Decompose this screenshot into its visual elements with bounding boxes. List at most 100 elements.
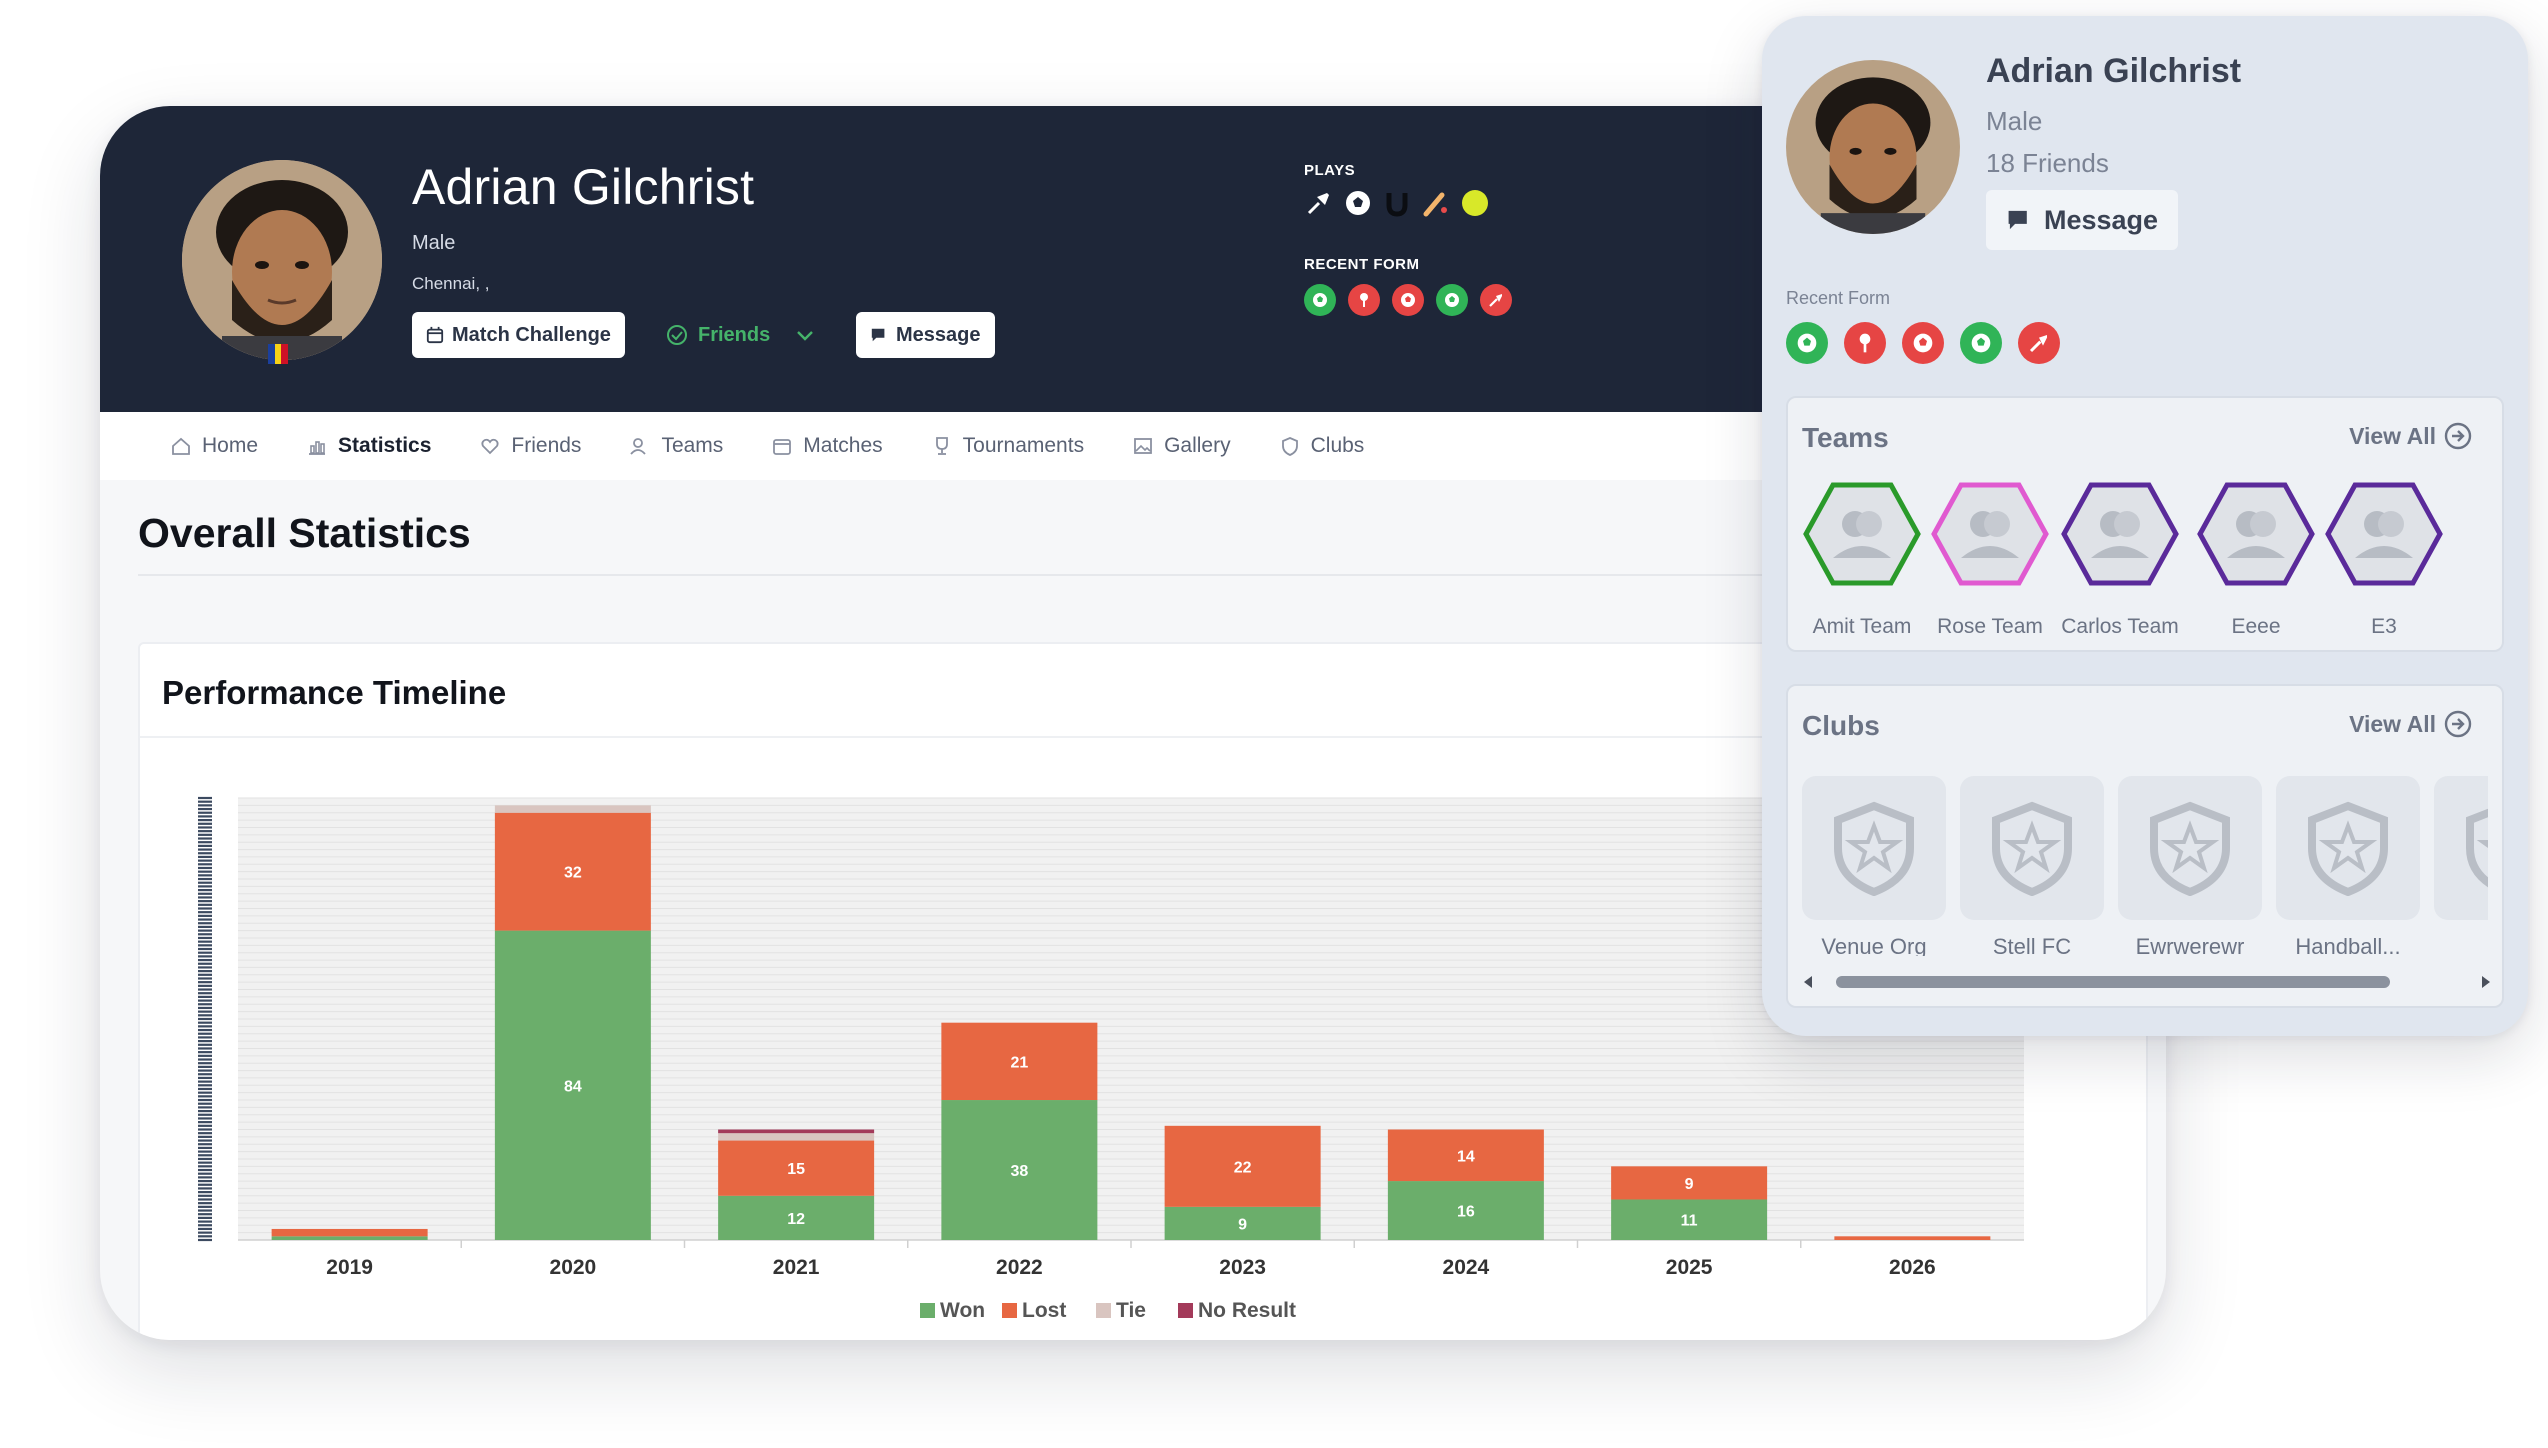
popup-message-button[interactable]: Message — [1986, 190, 2179, 250]
form-win-icon[interactable] — [1304, 284, 1336, 316]
form-loss-icon[interactable] — [1844, 322, 1886, 364]
clubs-scrollbar[interactable] — [1802, 972, 2492, 992]
cricket-icon — [1421, 188, 1451, 218]
popup-recent-form-row — [1786, 322, 2060, 364]
divider — [138, 574, 2148, 576]
legend-label: Lost — [1022, 1299, 1066, 1322]
tab-matches[interactable]: Matches — [771, 434, 883, 458]
data-label: 9 — [1685, 1176, 1694, 1193]
message-label: Message — [896, 323, 981, 346]
bar-won — [1611, 1199, 1768, 1240]
club-name: Venue Org — [1821, 934, 1927, 956]
club-item[interactable]: Stell FC — [1960, 776, 2104, 956]
club-shield-icon — [2150, 801, 2230, 896]
data-label: 16 — [1457, 1204, 1475, 1221]
team-item[interactable]: Eeee — [2196, 482, 2316, 639]
match-challenge-button[interactable]: Match Challenge — [412, 312, 625, 358]
tennis-ball-icon — [1460, 188, 1490, 218]
tab-label: Clubs — [1310, 434, 1365, 457]
form-win-icon[interactable] — [1960, 322, 2002, 364]
legend-swatch — [1096, 1303, 1111, 1318]
form-loss-icon[interactable] — [1348, 284, 1380, 316]
team-avatar-icon — [2061, 482, 2179, 586]
arrow-right-circle-icon — [2444, 710, 2472, 738]
scroll-thumb[interactable] — [1836, 976, 2390, 988]
club-name: Ew — [2434, 934, 2488, 956]
bar-won — [271, 1236, 428, 1240]
team-name: Eeee — [2231, 615, 2281, 638]
team-name: Amit Team — [1812, 615, 1912, 638]
avatar[interactable] — [182, 160, 382, 360]
popup-recent-form-label: Recent Form — [1786, 288, 1891, 308]
message-button[interactable]: Message — [856, 312, 995, 358]
team-item[interactable]: Rose Team — [1930, 482, 2050, 639]
bar-tie — [494, 805, 651, 813]
form-win-icon[interactable] — [1436, 284, 1468, 316]
chat-icon — [2008, 210, 2027, 230]
friends-label: Friends — [698, 323, 771, 346]
x-tick-label: 2023 — [1219, 1256, 1266, 1279]
trophy-icon — [935, 437, 948, 455]
data-label: 21 — [1010, 1054, 1028, 1071]
form-win-icon[interactable] — [1786, 322, 1828, 364]
club-item[interactable]: Ewrwerewr — [2118, 776, 2262, 956]
tab-teams[interactable]: Teams — [629, 434, 723, 458]
club-shield-icon — [2308, 801, 2388, 896]
bar-won — [494, 930, 651, 1240]
form-loss-icon[interactable] — [1392, 284, 1424, 316]
team-item[interactable]: Carlos Team — [2060, 482, 2180, 639]
team-item[interactable]: E3 — [2324, 482, 2444, 639]
team-avatar-icon — [1803, 482, 1921, 586]
tab-gallery[interactable]: Gallery — [1132, 434, 1231, 458]
tab-label: Teams — [661, 434, 724, 457]
tab-friends[interactable]: Friends — [479, 434, 581, 458]
page-title: Overall Statistics — [138, 510, 471, 556]
bar-lost — [1387, 1129, 1544, 1182]
tab-clubs[interactable]: Clubs — [1279, 434, 1365, 458]
check-circle-icon — [667, 325, 687, 345]
scroll-right-icon[interactable] — [2480, 975, 2492, 989]
data-label: 12 — [787, 1211, 805, 1228]
club-item[interactable]: Ew — [2434, 776, 2488, 956]
recent-form-row — [1304, 284, 1512, 316]
friends-dropdown[interactable]: Friends — [666, 312, 816, 358]
image-icon — [1134, 438, 1152, 454]
teams-section: Teams View All Amit Team Rose Team Carlos … — [1786, 396, 2504, 652]
club-item[interactable]: Handball... — [2276, 776, 2420, 956]
profile-location: Chennai, , — [412, 274, 490, 293]
form-loss-icon[interactable] — [1902, 322, 1944, 364]
tab-label: Home — [202, 434, 259, 457]
data-label: 9 — [1238, 1216, 1247, 1233]
legend-label: Tie — [1116, 1299, 1146, 1322]
tab-tournaments[interactable]: Tournaments — [931, 434, 1084, 458]
bar-won — [941, 1100, 1098, 1240]
calendar-icon — [426, 326, 444, 344]
teams-view-all-link[interactable]: View All — [2349, 422, 2472, 450]
tab-statistics[interactable]: Statistics — [306, 434, 431, 458]
plays-label: PLAYS — [1304, 162, 1356, 179]
data-label: 15 — [787, 1161, 805, 1178]
clubs-title: Clubs — [1802, 710, 1880, 741]
data-label: 11 — [1681, 1213, 1698, 1230]
club-shield-icon — [2466, 808, 2488, 888]
tab-label: Matches — [803, 434, 883, 457]
team-avatar-icon — [1931, 482, 2049, 586]
data-label: 32 — [564, 865, 582, 882]
data-label: 14 — [1457, 1148, 1475, 1165]
club-shield-icon — [1834, 801, 1914, 896]
tab-home[interactable]: Home — [170, 434, 258, 458]
match-challenge-label: Match Challenge — [452, 323, 611, 346]
team-item[interactable]: Amit Team — [1802, 482, 1922, 639]
clubs-view-all-link[interactable]: View All — [2349, 710, 2472, 738]
bar-lost — [1611, 1166, 1768, 1200]
scroll-left-icon[interactable] — [1802, 975, 1814, 989]
team-avatar-icon — [2197, 482, 2315, 586]
club-item[interactable]: Venue Org — [1802, 776, 1946, 956]
form-loss-icon[interactable] — [2018, 322, 2060, 364]
form-loss-icon[interactable] — [1480, 284, 1512, 316]
x-tick-label: 2025 — [1666, 1256, 1713, 1279]
club-shield-icon — [1992, 801, 2072, 896]
badminton-icon — [1304, 188, 1334, 218]
tab-label: Gallery — [1164, 434, 1231, 457]
popup-avatar[interactable] — [1786, 60, 1960, 234]
